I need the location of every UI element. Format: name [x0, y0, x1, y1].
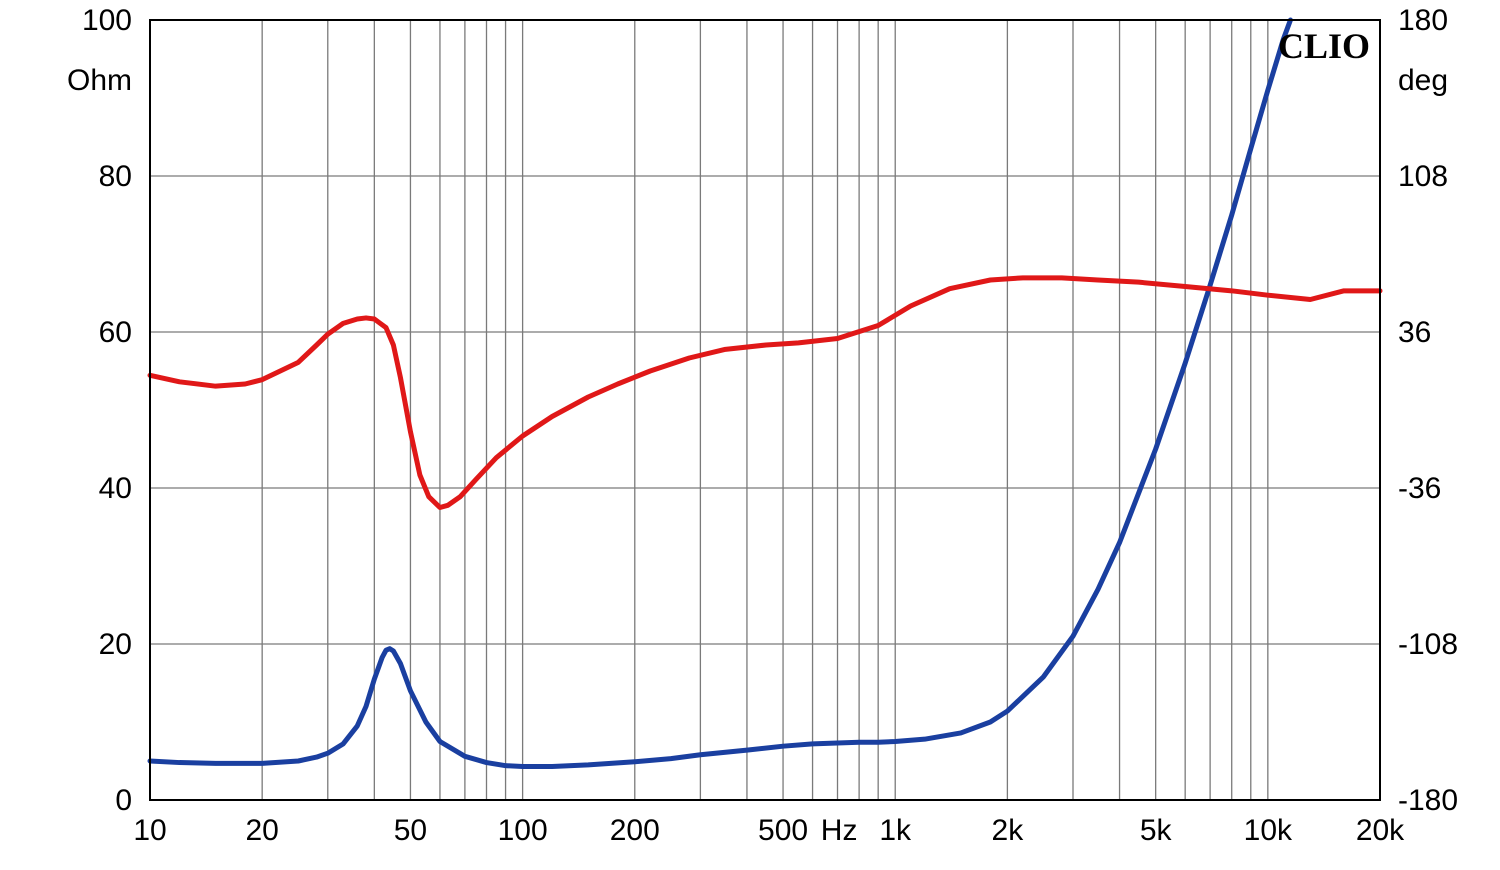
impedance-phase-chart: 10 20 50 100 200 500 1k 2k 5k 10k 20k 0 20 40 60 80 100…: [0, 0, 1500, 870]
x-tick-label: 20k: [1356, 814, 1405, 847]
y-left-tick-label: 40: [99, 472, 132, 505]
y-left-tick-label: 60: [99, 316, 132, 349]
x-tick-label: 10: [133, 814, 166, 847]
y-left-unit-label: Ohm: [67, 64, 132, 97]
clio-watermark: CLIO: [1278, 26, 1370, 66]
x-tick-label: 200: [610, 814, 660, 847]
y-left-tick-label: 100: [82, 4, 132, 37]
x-tick-label: 10k: [1244, 814, 1293, 847]
x-tick-label: 1k: [879, 814, 912, 847]
x-tick-label: 100: [498, 814, 548, 847]
y-left-tick-label: 80: [99, 160, 132, 193]
chart-background: [0, 0, 1500, 870]
y-right-tick-label: -36: [1398, 472, 1441, 505]
x-tick-label: 500: [758, 814, 808, 847]
x-tick-label: 20: [245, 814, 278, 847]
y-right-tick-label: 108: [1398, 160, 1448, 193]
y-right-tick-label: -108: [1398, 628, 1458, 661]
y-right-tick-label: 36: [1398, 316, 1431, 349]
y-right-unit-label: deg: [1398, 64, 1448, 97]
y-left-tick-label: 20: [99, 628, 132, 661]
x-tick-label: 5k: [1140, 814, 1173, 847]
y-left-tick-label: 0: [115, 784, 132, 817]
y-right-tick-label: 180: [1398, 4, 1448, 37]
x-axis-unit-label: Hz: [821, 814, 858, 847]
y-right-tick-label: -180: [1398, 784, 1458, 817]
x-tick-label: 50: [394, 814, 427, 847]
x-tick-label: 2k: [992, 814, 1025, 847]
